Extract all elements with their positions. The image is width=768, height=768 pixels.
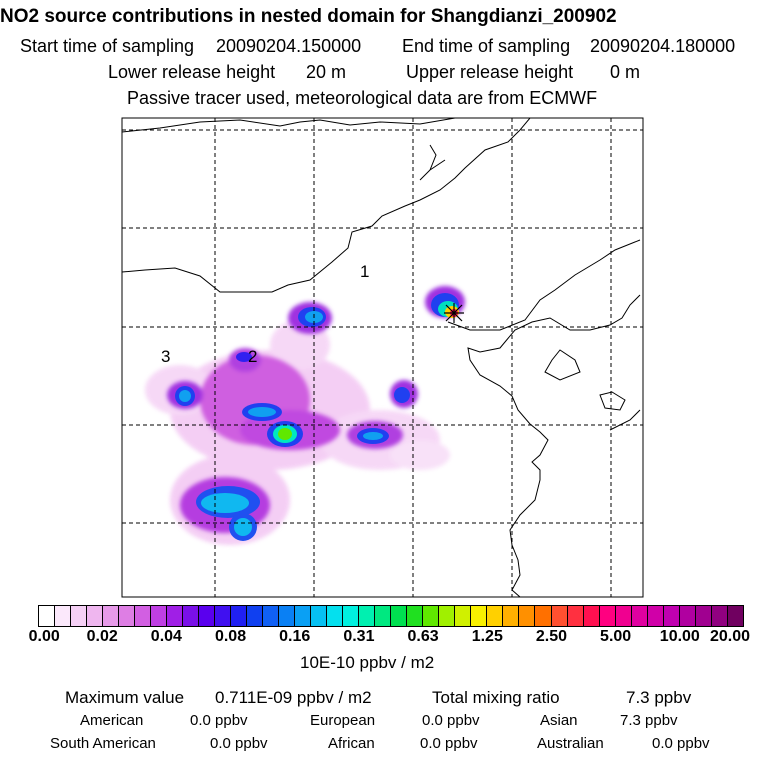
colorbar-swatch (487, 606, 504, 626)
start-time-value: 20090204.150000 (216, 36, 362, 56)
graticule (122, 118, 643, 597)
colorbar-swatch (167, 606, 184, 626)
colorbar-swatch (727, 606, 743, 626)
colorbar (38, 605, 744, 627)
colorbar-swatch (535, 606, 552, 626)
colorbar-swatch (695, 606, 712, 626)
region-name-asian: Asian (540, 712, 578, 729)
colorbar-swatch (295, 606, 312, 626)
end-time-label: End time of sampling (402, 36, 571, 56)
max-value: 0.711E-09 ppbv / m2 (215, 688, 372, 707)
colorbar-tick-label: 0.16 (279, 628, 311, 645)
region-value-south-american: 0.0 ppbv (210, 735, 268, 752)
colorbar-swatch (55, 606, 72, 626)
concentration-field (145, 286, 465, 545)
map: 1 2 3 (121, 117, 644, 598)
max-label: Maximum value (65, 688, 185, 707)
colorbar-unit: 10E-10 ppbv / m2 (300, 653, 435, 672)
region-name-south-american: South American (50, 735, 156, 752)
colorbar-swatch (279, 606, 296, 626)
receptor-star-icon (444, 303, 464, 323)
colorbar-swatch (311, 606, 328, 626)
colorbar-swatch (663, 606, 680, 626)
colorbar-tick-label: 0.31 (343, 628, 375, 645)
colorbar-swatch (119, 606, 136, 626)
upper-height-label: Upper release height (406, 62, 574, 82)
colorbar-tick-label: 0.00 (28, 628, 60, 645)
colorbar-swatch (183, 606, 200, 626)
colorbar-swatch (423, 606, 440, 626)
region-value-australian: 0.0 ppbv (652, 735, 710, 752)
colorbar-swatch (439, 606, 456, 626)
colorbar-swatch (711, 606, 728, 626)
total-value: 7.3 ppbv (626, 688, 692, 707)
colorbar-tick-label: 1.25 (471, 628, 503, 645)
colorbar-swatch (551, 606, 568, 626)
region-name-european: European (310, 712, 376, 729)
map-frame (121, 117, 644, 598)
colorbar-swatch (231, 606, 248, 626)
colorbar-swatch (615, 606, 632, 626)
start-time-label: Start time of sampling (20, 36, 195, 56)
colorbar-swatch (199, 606, 216, 626)
region-label-1: 1 (360, 262, 369, 281)
colorbar-swatch (151, 606, 168, 626)
colorbar-swatch (519, 606, 536, 626)
total-label: Total mixing ratio (432, 688, 560, 707)
colorbar-tick-label: 10.00 (659, 628, 700, 645)
colorbar-swatch (343, 606, 360, 626)
region-name-american: American (80, 712, 144, 729)
lower-height-label: Lower release height (108, 62, 276, 82)
colorbar-tick-label: 0.08 (214, 628, 247, 645)
colorbar-swatch (135, 606, 152, 626)
region-value-african: 0.0 ppbv (420, 735, 478, 752)
colorbar-tick-label: 0.04 (150, 628, 182, 645)
colorbar-swatch (71, 606, 88, 626)
colorbar-swatch (567, 606, 584, 626)
colorbar-tick-label: 0.02 (86, 628, 118, 645)
lower-height-value: 20 m (306, 62, 347, 82)
region-value-european: 0.0 ppbv (422, 712, 480, 729)
colorbar-tick-label: 2.50 (535, 628, 568, 645)
region-label-3: 3 (161, 347, 170, 366)
colorbar-swatch (39, 606, 56, 626)
colorbar-tick-label: 0.63 (407, 628, 439, 645)
colorbar-swatch (679, 606, 696, 626)
colorbar-swatch (583, 606, 600, 626)
end-time-value: 20090204.180000 (590, 36, 736, 56)
colorbar-tick-label: 5.00 (600, 628, 632, 645)
colorbar-swatch (631, 606, 648, 626)
page-title: NO2 source contributions in nested domai… (0, 6, 617, 27)
colorbar-swatch (647, 606, 664, 626)
colorbar-swatch (455, 606, 472, 626)
colorbar-swatch (103, 606, 120, 626)
upper-height-value: 0 m (610, 62, 641, 82)
colorbar-swatch (247, 606, 264, 626)
colorbar-swatch (407, 606, 424, 626)
colorbar-swatch (503, 606, 520, 626)
region-label-2: 2 (248, 347, 257, 366)
region-name-african: African (328, 735, 375, 752)
colorbar-swatch (215, 606, 232, 626)
colorbar-tick-label: 20.00 (709, 628, 751, 645)
colorbar-swatch (391, 606, 408, 626)
region-value-american: 0.0 ppbv (190, 712, 248, 729)
colorbar-swatch (263, 606, 280, 626)
colorbar-swatch (599, 606, 616, 626)
colorbar-swatch (87, 606, 104, 626)
colorbar-swatch (327, 606, 344, 626)
colorbar-swatch (471, 606, 488, 626)
colorbar-swatch (359, 606, 376, 626)
tracer-note: Passive tracer used, meteorological data… (127, 88, 598, 108)
region-name-australian: Australian (537, 735, 604, 752)
region-value-asian: 7.3 ppbv (620, 712, 678, 729)
colorbar-swatch (375, 606, 392, 626)
